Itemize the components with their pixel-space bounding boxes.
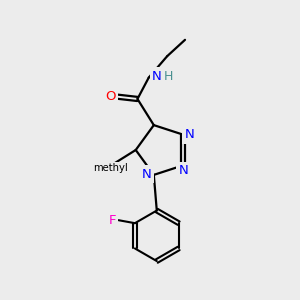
Text: N: N: [185, 128, 194, 141]
Text: H: H: [164, 70, 173, 83]
Text: methyl: methyl: [93, 163, 128, 173]
Text: N: N: [152, 70, 162, 83]
Text: N: N: [142, 168, 152, 181]
Text: F: F: [108, 214, 116, 227]
Text: O: O: [105, 90, 116, 103]
Text: N: N: [179, 164, 188, 177]
